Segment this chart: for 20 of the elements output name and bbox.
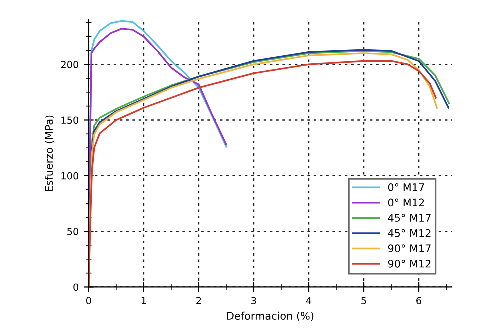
x-tick-label: 3	[252, 297, 256, 304]
legend-label: 0° M17	[388, 184, 424, 192]
y-tick-label: 100	[62, 172, 79, 180]
y-tick-label: 0	[74, 284, 79, 292]
legend-label: 90° M12	[388, 260, 431, 268]
legend-label: 45° M17	[388, 214, 431, 222]
legend-label: 90° M17	[388, 244, 431, 253]
x-tick-label: 2	[196, 297, 202, 304]
y-axis-title: Esfuerzo (MPa)	[45, 116, 54, 192]
x-tick-label: 6	[416, 297, 422, 304]
x-tick-label: 5	[362, 297, 366, 304]
x-axis-title: Deformacion (%)	[227, 312, 314, 322]
legend-label: 0° M12	[388, 198, 424, 207]
x-tick-label: 4	[306, 297, 312, 304]
y-tick-label: 150	[62, 116, 79, 124]
x-tick-label: 0	[86, 297, 92, 304]
y-tick-label: 50	[68, 228, 79, 236]
y-tick-label: 200	[61, 61, 79, 68]
legend-label: 45° M12	[388, 229, 431, 238]
x-tick-label: 1	[142, 297, 146, 304]
